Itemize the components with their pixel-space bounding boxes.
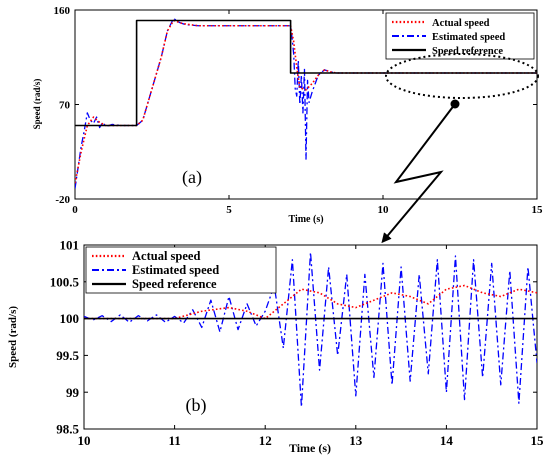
- x-tick-label: 5: [226, 204, 232, 216]
- x-tick-label: 12: [259, 433, 272, 448]
- y-tick-label: 70: [59, 99, 71, 111]
- panel-label: (a): [182, 167, 202, 188]
- x-tick-label: 11: [168, 433, 180, 448]
- x-tick-label: 13: [349, 433, 363, 448]
- chart-panel-b: 10 11 12 13 14 15 98.5 99 99.5 100 100.5 101 Time (s…: [7, 238, 544, 455]
- series-line-speed-reference: [75, 19, 537, 127]
- y-tick-label: 100: [60, 311, 80, 326]
- zoom-region-ellipse: [385, 53, 539, 99]
- y-tick-label: 99.5: [56, 348, 79, 363]
- legend-label: Speed reference: [132, 277, 217, 291]
- x-axis-label: Time (s): [288, 214, 323, 225]
- x-tick-label: 10: [378, 204, 390, 216]
- y-tick-label: 160: [54, 5, 71, 17]
- series-group: [84, 251, 537, 408]
- y-tick-label: 99: [66, 385, 80, 400]
- y-tick-label: 98.5: [56, 422, 79, 437]
- zoom-arrow: [381, 103, 456, 244]
- legend-label: Estimated speed: [432, 32, 505, 43]
- y-tick-label: 101: [60, 238, 80, 253]
- series-group: [75, 17, 537, 189]
- legend: Actual speed Estimated speed Speed referen…: [385, 12, 535, 60]
- series-line-estimated-speed: [75, 17, 537, 189]
- panel-label: (b): [186, 395, 207, 416]
- x-tick-label: 14: [440, 433, 454, 448]
- chart-panel-a: 0 5 10 15 -20 70 160 Time (s) Speed (rad/s) (a) Ac…: [32, 5, 543, 225]
- legend-label: Actual speed: [432, 18, 490, 29]
- y-axis-label: Speed (rad/s): [32, 79, 42, 130]
- x-tick-label: 0: [72, 204, 78, 216]
- y-tick-label: -20: [55, 194, 70, 206]
- legend-label: Actual speed: [132, 249, 200, 263]
- y-tick-label: 100.5: [50, 274, 80, 289]
- x-tick-label: 10: [78, 433, 91, 448]
- x-axis-label: Time (s): [289, 441, 331, 455]
- x-tick-label: 15: [531, 433, 545, 448]
- zoom-annotation: [381, 53, 539, 244]
- y-axis-label: Speed (rad/s): [7, 306, 19, 368]
- legend-label: Estimated speed: [132, 263, 219, 277]
- legend-label: Speed reference: [432, 46, 503, 57]
- x-tick-label: 15: [532, 204, 544, 216]
- series-line-estimated-speed: [84, 251, 537, 408]
